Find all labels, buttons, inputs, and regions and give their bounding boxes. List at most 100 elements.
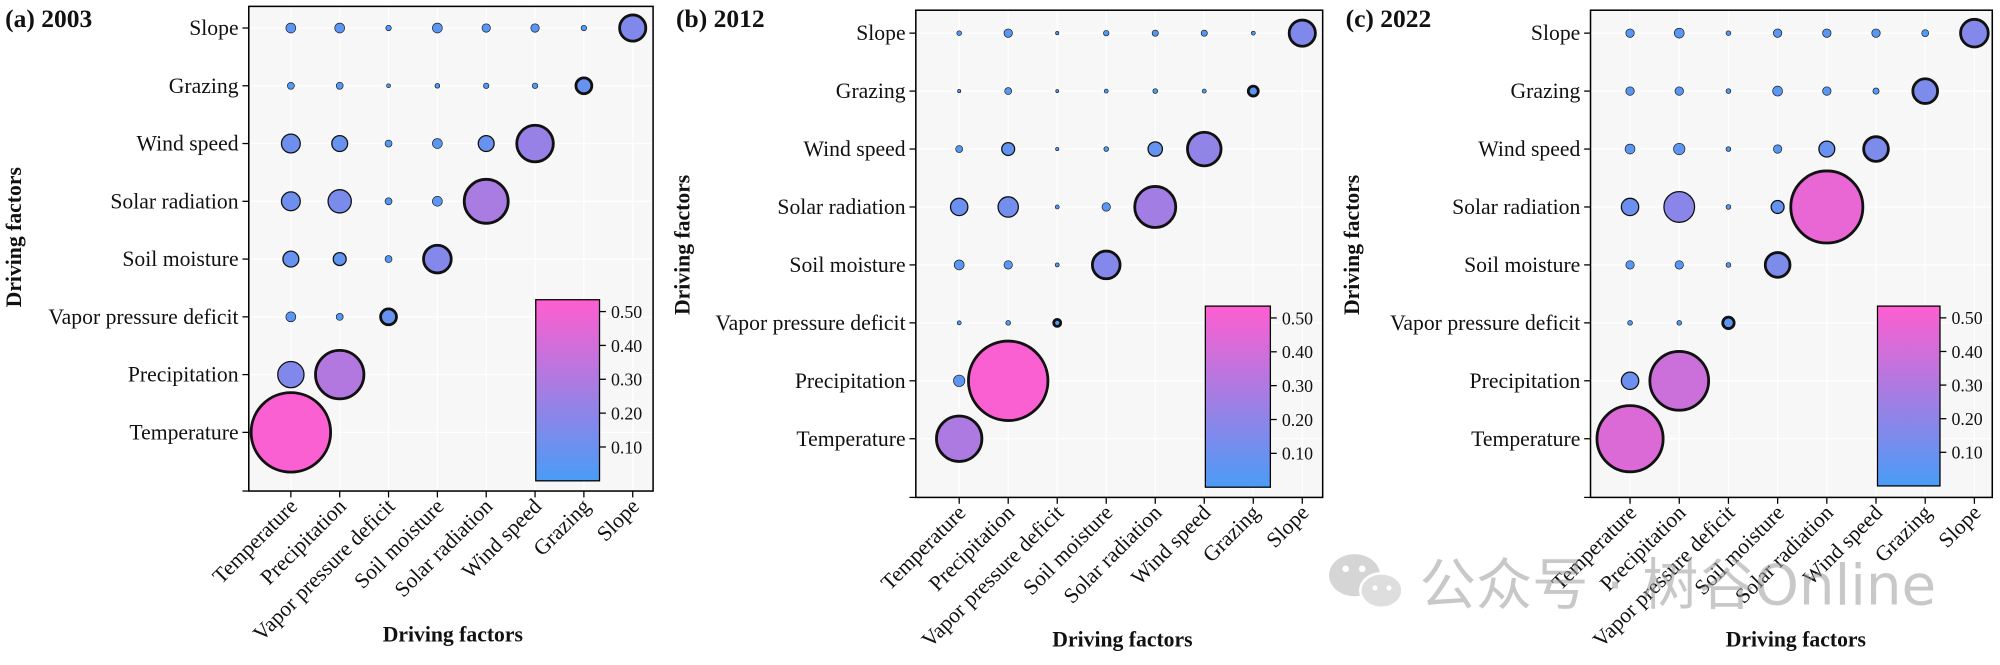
bubble-vapor-pressure-deficit-vs-temperature <box>956 320 962 326</box>
colorbar-tick-label: 0.10 <box>1282 444 1313 464</box>
bubble-grazing-vs-soil-moisture <box>1103 88 1109 94</box>
bubble-grazing-vs-vapor-pressure-deficit <box>1725 88 1732 94</box>
colorbar-tick-label: 0.10 <box>611 437 642 457</box>
bubble-slope-vs-temperature <box>285 22 297 34</box>
bubble-wind-speed-vs-wind-speed <box>1186 130 1223 168</box>
bubble-slope-vs-wind-speed <box>530 23 540 33</box>
bubbles <box>249 13 648 474</box>
bubble-slope-vs-soil-moisture <box>432 22 443 34</box>
bubble-soil-moisture-vs-vapor-pressure-deficit <box>1054 262 1060 268</box>
bubble-slope-vs-soil-moisture <box>1773 28 1783 38</box>
bubble-grazing-vs-grazing <box>574 76 594 96</box>
bubble-wind-speed-vs-wind-speed <box>1862 135 1890 163</box>
bubble-precipitation-vs-precipitation <box>967 339 1050 422</box>
bubble-grazing-vs-grazing <box>1911 77 1939 105</box>
y-axis-label: Driving factors <box>670 175 694 315</box>
bubble-slope-vs-vapor-pressure-deficit <box>1725 30 1732 36</box>
bubble-wind-speed-vs-precipitation <box>1001 141 1016 157</box>
wechat-eye <box>1386 585 1392 591</box>
bubble-grazing-vs-wind-speed <box>1872 87 1880 95</box>
colorbar-bar <box>1204 305 1272 488</box>
bubble-grazing-vs-solar-radiation <box>1822 86 1832 96</box>
bubble-slope-vs-solar-radiation <box>1822 28 1832 38</box>
panel-title: (c) 2022 <box>1346 4 1432 33</box>
plot-frame <box>248 5 654 492</box>
bubble-precipitation-vs-precipitation <box>1648 350 1711 412</box>
x-axis-label: Driving factors <box>1052 628 1192 652</box>
bubble-solar-radiation-vs-temperature <box>280 191 301 212</box>
colorbar: 0.10 0.20 0.30 0.40 0.50 <box>1876 305 1983 487</box>
bubble-solar-radiation-vs-solar-radiation <box>1789 169 1865 245</box>
bubble-wind-speed-vs-solar-radiation <box>1147 141 1164 157</box>
bubble-slope-vs-wind-speed <box>1200 29 1208 37</box>
bubble-solar-radiation-vs-soil-moisture <box>1101 202 1111 212</box>
colorbar-bar <box>1876 305 1941 487</box>
bubble-precipitation-vs-temperature <box>953 374 966 387</box>
plot-frame <box>915 9 1324 499</box>
bubble-solar-radiation-vs-solar-radiation <box>1133 185 1178 229</box>
bubble-wind-speed-vs-precipitation <box>1673 142 1686 156</box>
bubble-slope-vs-precipitation <box>334 22 345 34</box>
bubble-vapor-pressure-deficit-vs-precipitation <box>335 313 344 321</box>
panel-title: (b) 2012 <box>676 4 765 33</box>
colorbar-tick-label: 0.10 <box>1951 443 1982 463</box>
bubble-soil-moisture-vs-temperature <box>953 259 965 271</box>
y-tick-label: Precipitation <box>128 363 239 387</box>
bubble-vapor-pressure-deficit-vs-vapor-pressure-deficit <box>1721 315 1736 330</box>
y-tick-label: Wind speed <box>804 137 906 161</box>
x-tick-label: Slope <box>1934 501 1986 553</box>
bubble-vapor-pressure-deficit-vs-precipitation <box>1005 320 1011 326</box>
bubble-slope-vs-slope <box>1287 18 1317 48</box>
bubble-solar-radiation-vs-soil-moisture <box>1770 199 1785 215</box>
bubble-grazing-vs-vapor-pressure-deficit <box>386 83 391 89</box>
bubble-wind-speed-vs-solar-radiation <box>477 134 495 153</box>
bubble-soil-moisture-vs-vapor-pressure-deficit <box>1725 262 1732 268</box>
panel-b: Temperature Precipitation Vapor pressure d… <box>670 4 1324 652</box>
bubble-wind-speed-vs-precipitation <box>331 134 349 153</box>
colorbar-tick-label: 0.30 <box>1951 375 1982 395</box>
bubble-slope-vs-temperature <box>956 30 962 36</box>
y-tick-label: Solar radiation <box>110 189 238 213</box>
bubble-vapor-pressure-deficit-vs-vapor-pressure-deficit <box>1052 317 1063 328</box>
bubble-soil-moisture-vs-precipitation <box>332 251 347 267</box>
bubble-temperature-vs-temperature <box>1595 404 1665 474</box>
y-tick-label: Soil moisture <box>1464 253 1580 277</box>
bubble-solar-radiation-vs-precipitation <box>997 196 1019 218</box>
watermark: 公众号 · 树谷Online <box>1329 554 1936 619</box>
bubble-solar-radiation-vs-vapor-pressure-deficit <box>1725 204 1732 210</box>
wechat-icon <box>1329 554 1404 610</box>
bubble-slope-vs-solar-radiation <box>1151 29 1159 37</box>
bubble-slope-vs-grazing <box>1921 29 1930 37</box>
panels: Temperature Precipitation Vapor pressure d… <box>2 4 1994 652</box>
bubble-wind-speed-vs-soil-moisture <box>1103 146 1109 152</box>
bubble-grazing-vs-soil-moisture <box>434 83 441 89</box>
bubble-vapor-pressure-deficit-vs-vapor-pressure-deficit <box>379 307 398 327</box>
bubble-wind-speed-vs-soil-moisture <box>432 138 443 149</box>
y-tick-label: Precipitation <box>1470 369 1581 393</box>
bubble-wind-speed-vs-vapor-pressure-deficit <box>1055 147 1060 151</box>
bubble-temperature-vs-temperature <box>249 391 333 474</box>
x-axis-label: Driving factors <box>383 623 523 647</box>
bubble-vapor-pressure-deficit-vs-temperature <box>1627 320 1633 326</box>
y-tick-label: Temperature <box>1471 427 1580 451</box>
bubble-grazing-vs-solar-radiation <box>483 82 490 89</box>
bubble-grazing-vs-vapor-pressure-deficit <box>1055 89 1060 93</box>
bubble-wind-speed-vs-temperature <box>280 133 301 154</box>
bubble-solar-radiation-vs-temperature <box>949 197 969 217</box>
colorbar-tick-label: 0.30 <box>1282 376 1313 396</box>
bubble-wind-speed-vs-soil-moisture <box>1773 144 1783 154</box>
colorbar-tick-label: 0.20 <box>1951 409 1982 429</box>
y-axis-label: Driving factors <box>1340 175 1364 315</box>
bubble-soil-moisture-vs-vapor-pressure-deficit <box>384 255 393 263</box>
colorbar-tick-label: 0.30 <box>611 370 642 390</box>
bubble-vapor-pressure-deficit-vs-temperature <box>285 311 297 323</box>
colorbar-tick-label: 0.40 <box>611 336 642 356</box>
bubble-soil-moisture-vs-soil-moisture <box>422 243 453 275</box>
bubble-temperature-vs-temperature <box>935 414 984 463</box>
x-tick-label: Slope <box>592 494 644 546</box>
bubble-grazing-vs-grazing <box>1246 84 1260 98</box>
bubble-solar-radiation-vs-precipitation <box>1663 191 1696 223</box>
bubble-grazing-vs-precipitation <box>1674 86 1684 96</box>
bubble-slope-vs-precipitation <box>1003 28 1013 38</box>
bubble-slope-vs-temperature <box>1625 28 1635 38</box>
